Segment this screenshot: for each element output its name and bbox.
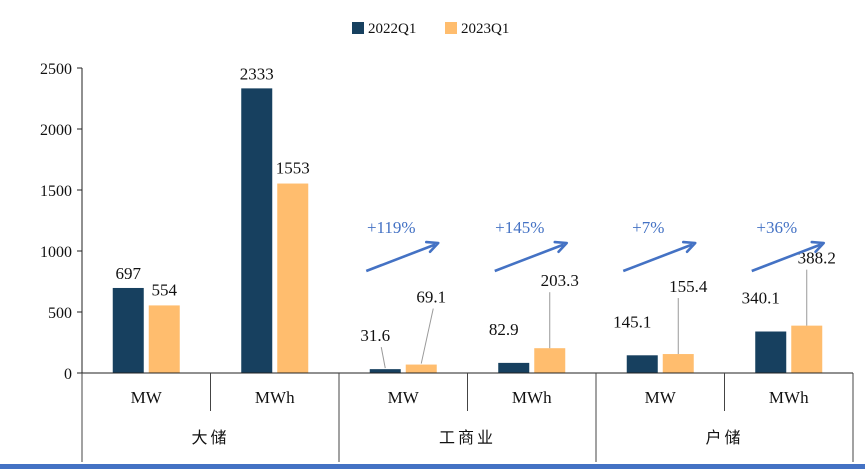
leader-lines <box>380 269 808 369</box>
growth-label: +119% <box>367 218 416 237</box>
growth-arrow-head <box>553 240 569 254</box>
bar-2023q1 <box>148 305 180 373</box>
bar-2022q1 <box>498 362 530 373</box>
y-tick-label: 0 <box>64 366 72 383</box>
data-label-2022q1: 82.9 <box>489 320 519 339</box>
data-label-2023q1: 388.2 <box>798 249 836 268</box>
bars <box>112 88 823 374</box>
data-label-2022q1: 697 <box>116 264 142 283</box>
bottom-rule <box>0 464 865 469</box>
bar-2022q1 <box>626 355 658 373</box>
data-label-2023q1: 1553 <box>276 159 310 178</box>
y-tick-label: 2500 <box>40 61 72 78</box>
growth-arrow-head <box>424 240 440 254</box>
growth-label: +36% <box>756 218 797 237</box>
legend-label-2023Q1: 2023Q1 <box>461 21 509 37</box>
data-label-2023q1: 203.3 <box>541 271 579 290</box>
bar-2022q1 <box>112 287 144 373</box>
y-tick-label: 1000 <box>40 244 72 261</box>
legend: 2022Q1 2023Q1 <box>352 21 509 37</box>
bar-2023q1 <box>277 183 309 373</box>
x-group-label: 户储 <box>705 428 743 447</box>
bar-2023q1 <box>662 354 694 373</box>
growth-arrow-head <box>681 240 697 254</box>
x-category-label: MW <box>388 388 420 407</box>
data-label-2022q1: 31.6 <box>360 326 390 345</box>
data-label-2023q1: 69.1 <box>416 288 446 307</box>
legend-label-2022Q1: 2022Q1 <box>368 21 416 37</box>
x-group-label: 工商业 <box>439 428 496 447</box>
x-group-label: 大储 <box>191 428 229 447</box>
legend-swatch-2023Q1 <box>445 22 457 34</box>
growth-label: +145% <box>495 218 544 237</box>
bar-2023q1 <box>534 348 566 373</box>
data-labels: 697 554 2333 1553 31.6 69.1 82.9 203.3 145.1 155.… <box>116 64 836 345</box>
y-axis: 0 500 1000 1500 2000 2500 <box>40 61 83 383</box>
bar-2022q1 <box>755 331 787 373</box>
y-tick-label: 2000 <box>40 122 72 139</box>
growth-arrow <box>751 243 822 273</box>
leader-line <box>420 308 434 364</box>
legend-swatch-2022Q1 <box>352 22 364 34</box>
growth-annotations: +119% +145% +7% +36% <box>365 218 826 273</box>
x-category-label: MW <box>131 388 163 407</box>
x-axis: MW MWh MW MWh MW MWh 大储 工商业 户储 <box>0 372 865 469</box>
x-category-label: MWh <box>512 388 552 407</box>
growth-arrow <box>622 243 693 273</box>
leader-line <box>380 347 386 369</box>
growth-arrow <box>494 243 565 273</box>
bar-2022q1 <box>369 369 401 373</box>
data-label-2022q1: 145.1 <box>613 312 651 331</box>
growth-label: +7% <box>632 218 664 237</box>
growth-arrow <box>365 243 436 273</box>
x-category-label: MWh <box>769 388 809 407</box>
data-label-2022q1: 340.1 <box>742 289 780 308</box>
y-tick-label: 1500 <box>40 183 72 200</box>
bar-2023q1 <box>405 364 437 373</box>
y-tick-label: 500 <box>48 305 72 322</box>
x-category-label: MW <box>645 388 677 407</box>
bar-2023q1 <box>791 325 823 373</box>
data-label-2022q1: 2333 <box>240 64 274 83</box>
data-label-2023q1: 554 <box>152 280 178 299</box>
bar-2022q1 <box>241 88 273 374</box>
growth-arrow-head <box>810 240 826 254</box>
data-label-2023q1: 155.4 <box>669 277 708 296</box>
x-category-label: MWh <box>255 388 295 407</box>
